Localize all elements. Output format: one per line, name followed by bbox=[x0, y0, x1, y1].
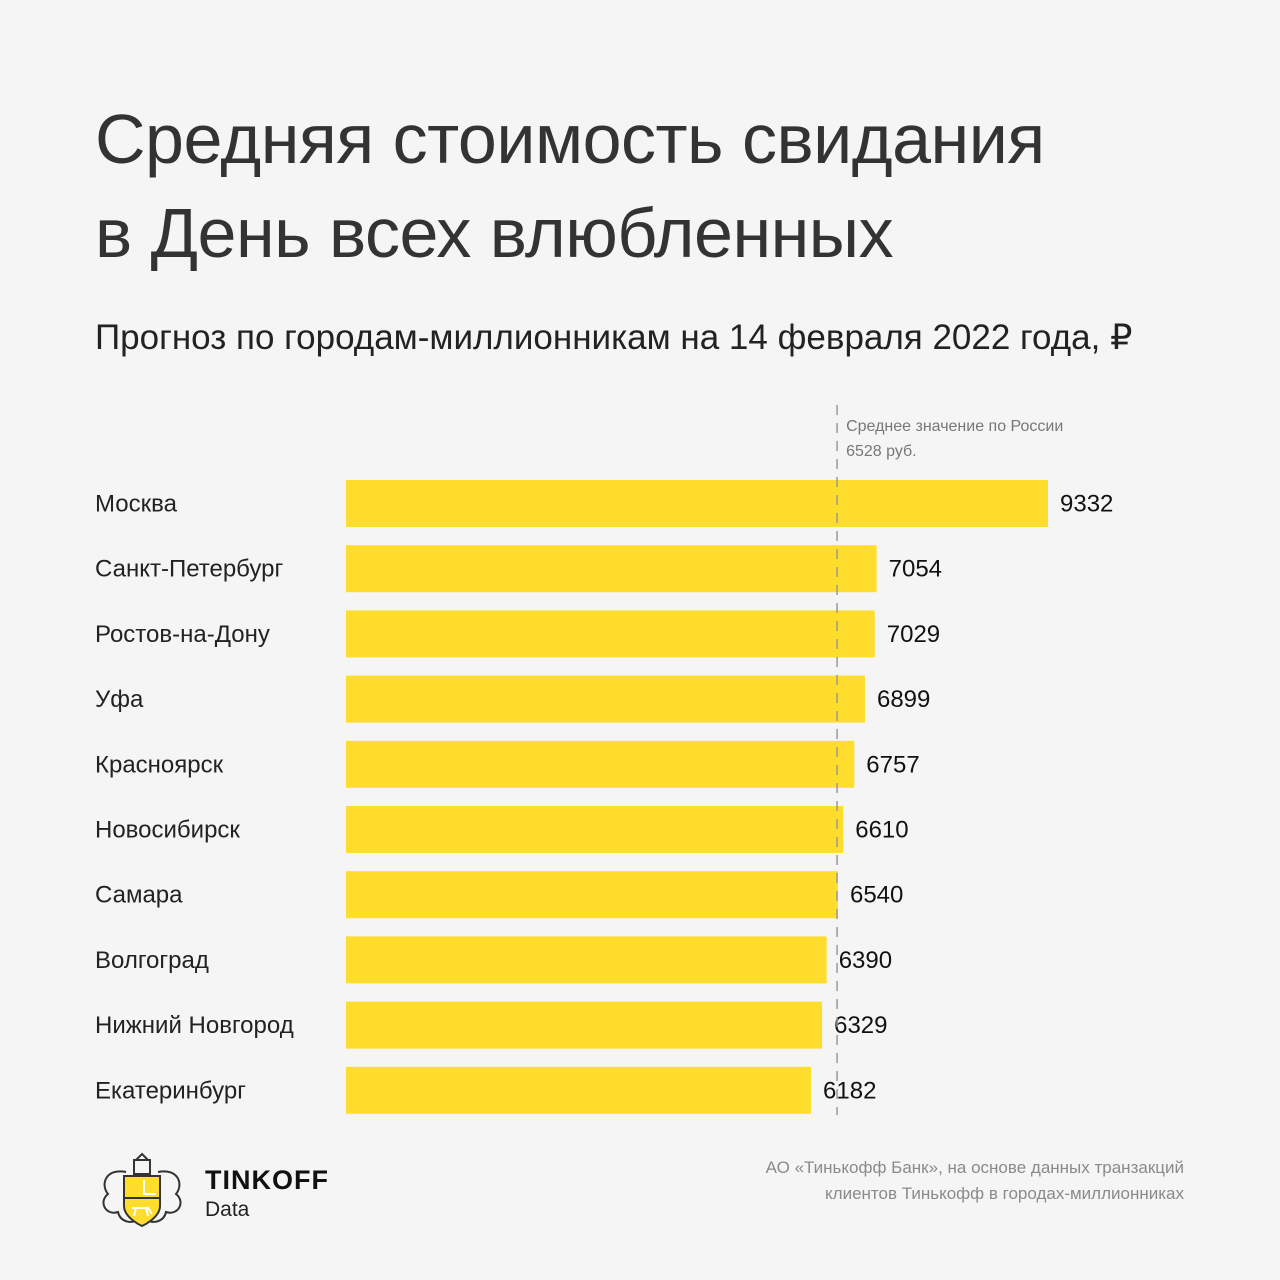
bar bbox=[346, 545, 877, 593]
bar bbox=[346, 936, 827, 984]
source-line-1: АО «Тинькофф Банк», на основе данных тра… bbox=[765, 1158, 1184, 1177]
category-label: Москва bbox=[95, 491, 178, 518]
bar bbox=[346, 871, 838, 919]
bar bbox=[346, 740, 855, 788]
data-label: 9332 bbox=[1060, 491, 1113, 518]
category-label: Нижний Новгород bbox=[95, 1012, 294, 1039]
category-label: Красноярск bbox=[95, 751, 224, 778]
reference-value: 6528 руб. bbox=[846, 443, 917, 460]
data-label: 6610 bbox=[855, 817, 908, 844]
data-label: 6540 bbox=[850, 882, 903, 909]
data-label: 7054 bbox=[889, 556, 942, 583]
title-line-1: Средняя стоимость свидания bbox=[95, 100, 1045, 178]
data-label: 6182 bbox=[823, 1077, 876, 1104]
category-label: Екатеринбург bbox=[95, 1077, 246, 1104]
category-label: Самара bbox=[95, 882, 183, 909]
bar bbox=[346, 1001, 823, 1049]
source-note: АО «Тинькофф Банк», на основе данных тра… bbox=[766, 1155, 1184, 1207]
category-label: Новосибирск bbox=[95, 817, 240, 844]
category-label: Санкт-Петербург bbox=[95, 556, 283, 583]
category-label: Уфа bbox=[95, 686, 144, 713]
data-label: 6329 bbox=[834, 1012, 887, 1039]
data-label: 6390 bbox=[839, 947, 892, 974]
category-label: Волгоград bbox=[95, 947, 209, 974]
chart-title: Средняя стоимость свидания в День всех вл… bbox=[95, 92, 1045, 280]
bar bbox=[346, 675, 865, 723]
brand-subtitle: Data bbox=[205, 1198, 250, 1221]
data-label: 7029 bbox=[887, 621, 940, 648]
bar bbox=[346, 1066, 812, 1114]
bar bbox=[346, 806, 844, 853]
title-line-2: в День всех влюбленных bbox=[95, 194, 894, 272]
source-line-2: клиентов Тинькофф в городах-миллионниках bbox=[825, 1184, 1184, 1203]
chart-subtitle: Прогноз по городам-миллионникам на 14 фе… bbox=[95, 318, 1133, 357]
bar bbox=[346, 610, 875, 658]
reference-label: Среднее значение по России bbox=[846, 418, 1063, 435]
tinkoff-logo-icon bbox=[102, 1152, 182, 1228]
brand-name: TINKOFF bbox=[205, 1165, 329, 1195]
data-label: 6899 bbox=[877, 686, 930, 713]
category-label: Ростов-на-Дону bbox=[95, 621, 270, 648]
bar bbox=[346, 480, 1048, 527]
data-label: 6757 bbox=[866, 751, 919, 778]
